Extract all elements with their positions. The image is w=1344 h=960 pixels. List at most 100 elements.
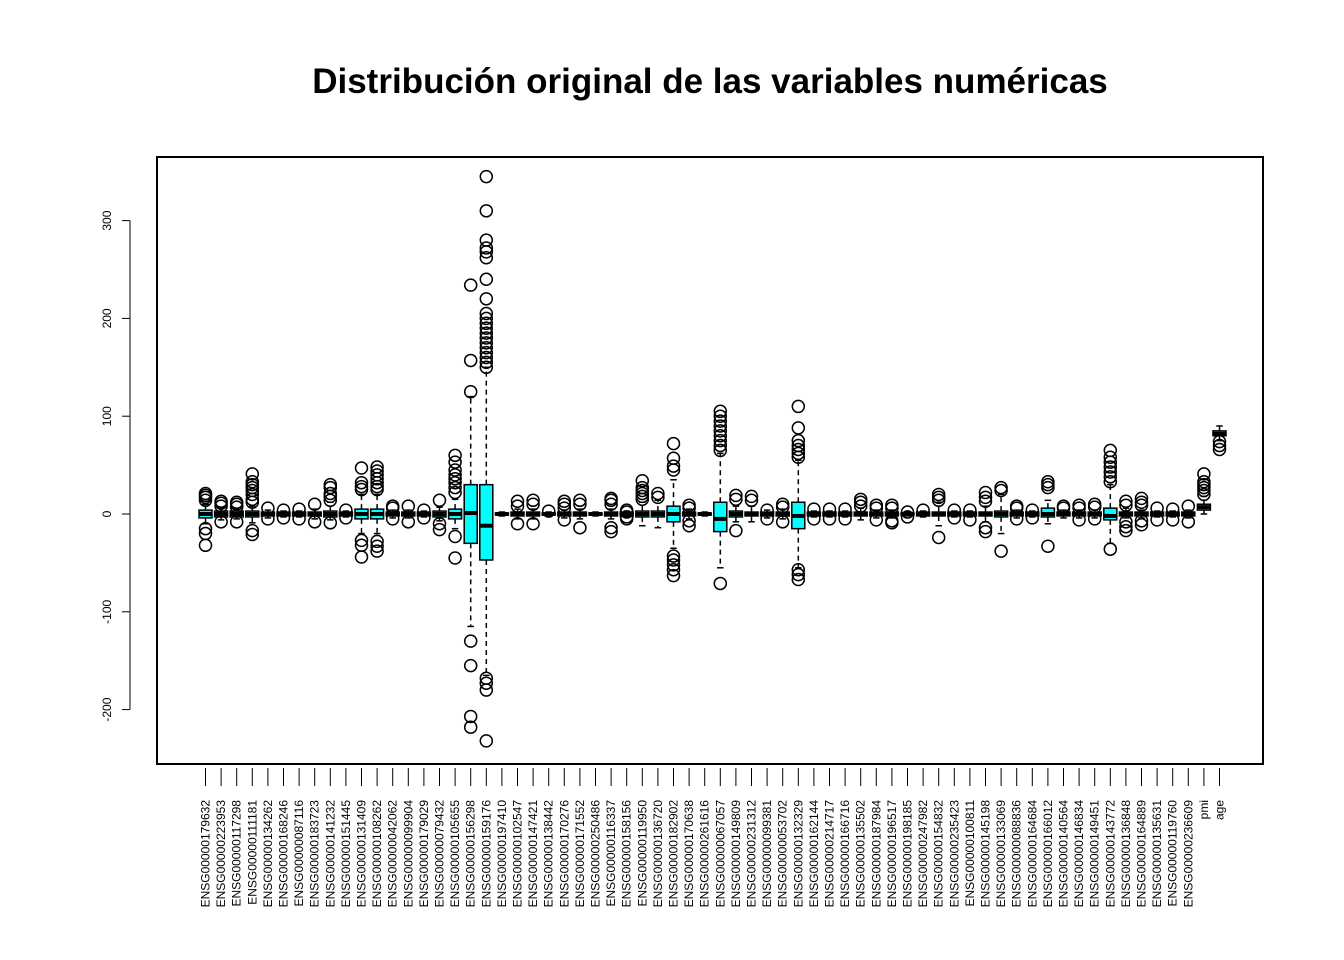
outlier-point xyxy=(666,549,681,563)
outlier-point xyxy=(245,467,260,481)
outlier-point xyxy=(619,503,634,517)
outlier-point xyxy=(666,459,681,473)
outlier-point xyxy=(479,331,494,345)
plot-frame xyxy=(156,156,1264,765)
outlier-point xyxy=(261,501,275,515)
outlier-point xyxy=(432,517,447,531)
outlier-point xyxy=(354,479,369,494)
box-64 xyxy=(1181,499,1196,529)
outlier-point xyxy=(931,487,946,502)
x-tick-label: ENSG00000235423 xyxy=(947,800,961,908)
outlier-point xyxy=(838,512,852,526)
outlier-point xyxy=(354,461,369,475)
outlier-point xyxy=(604,491,618,506)
outlier-point xyxy=(713,409,728,423)
outlier-point xyxy=(666,568,681,583)
box-11 xyxy=(354,461,369,564)
x-tick-label: ENSG00000102547 xyxy=(511,800,525,908)
outlier-point xyxy=(370,544,384,558)
x-tick-label: ENSG00000171552 xyxy=(573,800,587,908)
outlier-point xyxy=(370,468,384,482)
outlier-point xyxy=(479,336,494,350)
outlier-point xyxy=(198,538,213,553)
chart-title: Distribución original de las variables n… xyxy=(312,62,1108,101)
outlier-point xyxy=(479,360,494,375)
box-33 xyxy=(697,511,712,517)
outlier-point xyxy=(791,562,806,577)
outlier-point xyxy=(713,433,728,448)
x-tick-label: ENSG00000067057 xyxy=(713,800,727,908)
outlier-point xyxy=(541,504,556,518)
outlier-point xyxy=(1212,442,1227,457)
x-tick-label: ENSG00000132329 xyxy=(791,800,805,908)
outlier-point xyxy=(713,414,728,428)
box-17 xyxy=(447,448,463,565)
box-20 xyxy=(494,511,510,517)
x-tick-label: ENSG00000236609 xyxy=(1181,800,1195,908)
outlier-point xyxy=(1103,474,1118,489)
outlier-point xyxy=(323,477,338,492)
box-52 xyxy=(993,480,1009,558)
outlier-point xyxy=(479,345,494,360)
outlier-point xyxy=(729,488,743,503)
box-32 xyxy=(681,498,697,533)
box-15 xyxy=(416,503,432,525)
outlier-point xyxy=(1119,494,1133,509)
outlier-point xyxy=(822,512,837,526)
x-tick-label: ENSG00000164889 xyxy=(1135,800,1149,908)
outlier-point xyxy=(479,233,494,247)
outlier-point xyxy=(978,490,993,505)
x-tick-label: ENSG00000214717 xyxy=(823,800,837,908)
box-24 xyxy=(557,494,572,527)
outlier-point xyxy=(666,562,681,577)
outlier-point xyxy=(682,518,696,533)
x-tick-label: ENSG00000143772 xyxy=(1103,800,1117,908)
box-35 xyxy=(728,488,744,538)
outlier-point xyxy=(1181,499,1196,513)
outlier-point xyxy=(479,292,494,306)
box-48 xyxy=(931,487,946,545)
outlier-point xyxy=(744,489,759,504)
x-tick-label: ENSG00000198185 xyxy=(901,800,915,908)
outlier-point xyxy=(713,429,728,443)
x-tick-label: ENSG00000133069 xyxy=(994,800,1008,908)
outlier-point xyxy=(479,316,494,331)
outlier-point xyxy=(573,520,587,535)
x-tick-label: ENSG00000099904 xyxy=(401,800,415,908)
x-tick-label: ENSG00000136848 xyxy=(1119,800,1133,908)
x-axis: ENSG00000179632 ENSG00000223953 ENSG000001… xyxy=(199,768,1227,907)
outlier-point xyxy=(198,526,213,541)
outlier-point xyxy=(1119,523,1133,538)
box-37 xyxy=(759,503,775,526)
box-6 xyxy=(276,503,291,525)
outlier-point xyxy=(448,455,462,469)
box-1 xyxy=(198,486,213,553)
outlier-point xyxy=(900,505,915,519)
outlier-point xyxy=(760,503,774,517)
outlier-point xyxy=(791,421,806,435)
outlier-point xyxy=(916,503,930,517)
x-tick-label: ENSG00000087116 xyxy=(292,800,306,907)
box-51 xyxy=(978,485,993,539)
x-tick-label: ENSG00000117298 xyxy=(230,800,244,907)
outlier-point xyxy=(479,676,494,690)
x-tick-label: ENSG00000149809 xyxy=(729,800,743,908)
outlier-point xyxy=(885,498,899,512)
box-18 xyxy=(463,278,478,734)
outlier-point xyxy=(448,485,462,500)
outlier-point xyxy=(448,448,462,463)
outlier-point xyxy=(448,551,462,565)
outlier-point xyxy=(510,499,525,513)
outlier-point xyxy=(479,321,494,335)
outlier-point xyxy=(479,306,494,321)
x-tick-label: ENSG00000166012 xyxy=(1041,800,1055,908)
x-tick-label: ENSG00000147421 xyxy=(526,800,540,908)
box-9 xyxy=(323,477,338,530)
x-tick-label: ENSG00000149451 xyxy=(1088,800,1102,908)
box-14 xyxy=(401,499,416,529)
outlier-point xyxy=(245,523,260,538)
outlier-point xyxy=(869,498,884,512)
x-tick-label: ENSG00000108262 xyxy=(370,800,384,908)
box-30 xyxy=(650,486,666,529)
outlier-point xyxy=(526,493,540,508)
